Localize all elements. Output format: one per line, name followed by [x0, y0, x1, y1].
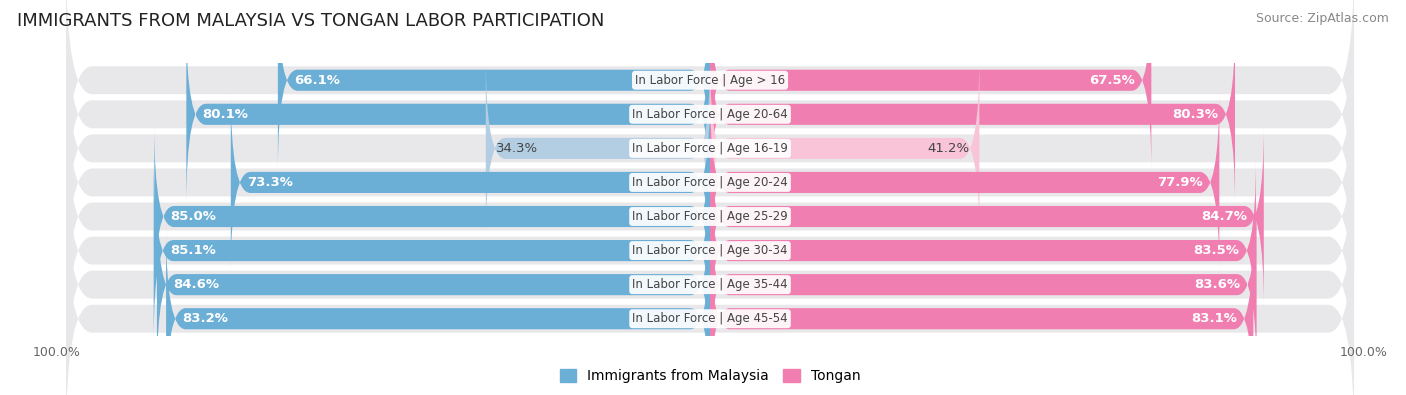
Text: 73.3%: 73.3% [247, 176, 292, 189]
Text: 77.9%: 77.9% [1157, 176, 1204, 189]
FancyBboxPatch shape [153, 159, 710, 342]
Text: 84.7%: 84.7% [1202, 210, 1247, 223]
FancyBboxPatch shape [66, 0, 1354, 203]
FancyBboxPatch shape [710, 0, 1152, 172]
Text: 80.1%: 80.1% [202, 108, 249, 121]
FancyBboxPatch shape [710, 159, 1256, 342]
Text: In Labor Force | Age 16-19: In Labor Force | Age 16-19 [633, 142, 787, 155]
Text: 80.3%: 80.3% [1173, 108, 1219, 121]
FancyBboxPatch shape [710, 193, 1257, 376]
FancyBboxPatch shape [66, 0, 1354, 237]
FancyBboxPatch shape [710, 125, 1264, 308]
FancyBboxPatch shape [66, 162, 1354, 395]
Text: In Labor Force | Age 35-44: In Labor Force | Age 35-44 [633, 278, 787, 291]
FancyBboxPatch shape [66, 128, 1354, 373]
FancyBboxPatch shape [66, 60, 1354, 305]
Text: 83.1%: 83.1% [1191, 312, 1237, 325]
Text: 83.2%: 83.2% [183, 312, 228, 325]
Text: 85.0%: 85.0% [170, 210, 217, 223]
FancyBboxPatch shape [278, 0, 710, 172]
Legend: Immigrants from Malaysia, Tongan: Immigrants from Malaysia, Tongan [554, 364, 866, 389]
FancyBboxPatch shape [66, 26, 1354, 271]
FancyBboxPatch shape [710, 23, 1234, 206]
FancyBboxPatch shape [155, 125, 710, 308]
FancyBboxPatch shape [710, 57, 980, 240]
FancyBboxPatch shape [486, 57, 710, 240]
Text: 85.1%: 85.1% [170, 244, 215, 257]
Text: In Labor Force | Age 20-24: In Labor Force | Age 20-24 [633, 176, 787, 189]
Text: In Labor Force | Age > 16: In Labor Force | Age > 16 [636, 74, 785, 87]
FancyBboxPatch shape [157, 193, 710, 376]
Text: 83.6%: 83.6% [1194, 278, 1240, 291]
FancyBboxPatch shape [166, 227, 710, 395]
Text: 41.2%: 41.2% [928, 142, 970, 155]
Text: In Labor Force | Age 30-34: In Labor Force | Age 30-34 [633, 244, 787, 257]
FancyBboxPatch shape [66, 196, 1354, 395]
Text: 34.3%: 34.3% [495, 142, 537, 155]
FancyBboxPatch shape [231, 91, 710, 274]
Text: 83.5%: 83.5% [1194, 244, 1240, 257]
FancyBboxPatch shape [710, 91, 1219, 274]
Text: In Labor Force | Age 25-29: In Labor Force | Age 25-29 [633, 210, 787, 223]
FancyBboxPatch shape [710, 227, 1253, 395]
Text: Source: ZipAtlas.com: Source: ZipAtlas.com [1256, 12, 1389, 25]
Text: In Labor Force | Age 20-64: In Labor Force | Age 20-64 [633, 108, 787, 121]
Text: IMMIGRANTS FROM MALAYSIA VS TONGAN LABOR PARTICIPATION: IMMIGRANTS FROM MALAYSIA VS TONGAN LABOR… [17, 12, 605, 30]
Text: 84.6%: 84.6% [173, 278, 219, 291]
Text: In Labor Force | Age 45-54: In Labor Force | Age 45-54 [633, 312, 787, 325]
Text: 67.5%: 67.5% [1090, 74, 1135, 87]
FancyBboxPatch shape [66, 94, 1354, 339]
FancyBboxPatch shape [187, 23, 710, 206]
Text: 66.1%: 66.1% [294, 74, 340, 87]
